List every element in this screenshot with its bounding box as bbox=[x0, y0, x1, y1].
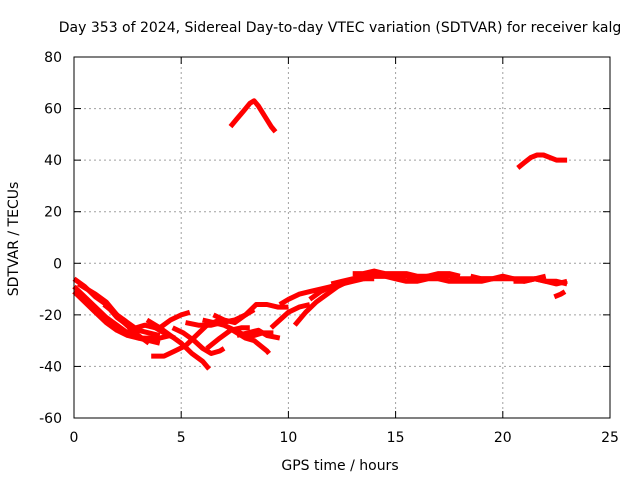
y-tick-label: 80 bbox=[44, 50, 62, 66]
series-line-arc-28 bbox=[516, 152, 568, 170]
series-line-arc-27 bbox=[228, 98, 278, 134]
series-line-arc-23 bbox=[362, 273, 493, 284]
x-tick-label: 25 bbox=[601, 430, 619, 446]
y-tick-label: -60 bbox=[39, 411, 62, 427]
plot-series bbox=[72, 98, 568, 371]
y-axis-label: SDTVAR / TECUs bbox=[6, 182, 22, 297]
x-tick-label: 15 bbox=[387, 430, 405, 446]
y-tick-label: -40 bbox=[39, 359, 62, 375]
series-line-arc-26 bbox=[553, 289, 567, 300]
y-tick-label: 60 bbox=[44, 102, 62, 118]
x-axis-label: GPS time / hours bbox=[281, 458, 398, 474]
plot-frame bbox=[73, 56, 611, 419]
series-line-arc-3 bbox=[72, 289, 172, 341]
x-tick-label: 20 bbox=[494, 430, 512, 446]
series-line-arc-10 bbox=[158, 309, 191, 330]
series-line-arc-5 bbox=[102, 302, 130, 328]
axis-ticks: 0 5 10 15 20 25 -60 -40 -20 0 20 40 60 80 bbox=[39, 50, 619, 446]
y-tick-label: 40 bbox=[44, 153, 62, 169]
x-tick-label: 10 bbox=[279, 430, 297, 446]
x-tick-label: 0 bbox=[70, 430, 79, 446]
series-line-arc-17 bbox=[269, 302, 311, 330]
series-line-arc-25 bbox=[513, 276, 568, 287]
y-tick-label: 20 bbox=[44, 205, 62, 221]
x-tick-label: 5 bbox=[177, 430, 186, 446]
grid bbox=[74, 57, 610, 418]
series-line-arc-15 bbox=[231, 328, 272, 356]
series-line-arc-22 bbox=[352, 268, 461, 279]
series-line-arc-13 bbox=[205, 325, 250, 351]
chart-title: Day 353 of 2024, Sidereal Day-to-day VTE… bbox=[59, 20, 621, 36]
y-tick-label: 0 bbox=[53, 256, 62, 272]
y-tick-label: -20 bbox=[39, 308, 62, 324]
series-line-arc-14 bbox=[236, 327, 281, 341]
series-line-arc-16 bbox=[212, 302, 289, 326]
series-line-arc-9 bbox=[171, 325, 226, 356]
